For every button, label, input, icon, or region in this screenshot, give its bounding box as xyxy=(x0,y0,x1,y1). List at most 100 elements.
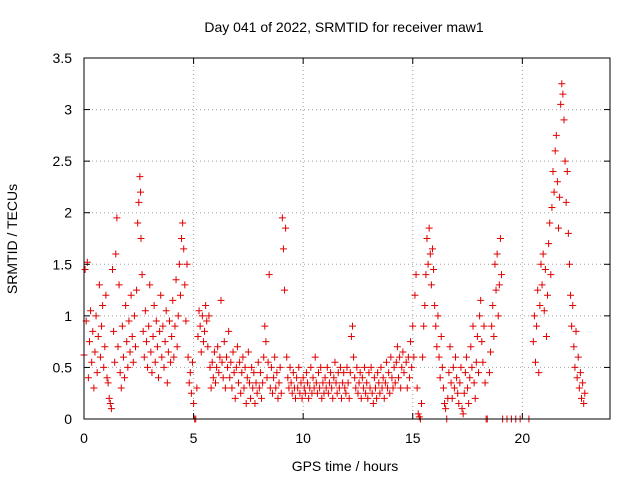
data-point xyxy=(573,374,581,382)
data-point xyxy=(235,379,243,387)
data-point xyxy=(190,400,198,408)
data-point xyxy=(467,343,475,351)
data-point xyxy=(165,317,173,325)
data-point xyxy=(494,312,502,320)
data-point xyxy=(423,235,431,242)
data-point xyxy=(491,260,499,268)
data-point xyxy=(219,374,227,382)
data-point xyxy=(533,322,541,330)
x-tick-label: 10 xyxy=(295,430,311,446)
data-point xyxy=(87,307,95,315)
data-point xyxy=(180,245,188,253)
data-point xyxy=(128,332,136,340)
data-point xyxy=(351,374,359,382)
data-point xyxy=(327,369,335,377)
data-point xyxy=(374,369,382,377)
data-point xyxy=(277,389,285,397)
data-point xyxy=(130,312,138,320)
data-point xyxy=(554,224,562,232)
data-point xyxy=(188,358,196,366)
data-point xyxy=(281,286,289,294)
data-point xyxy=(185,379,193,387)
data-point xyxy=(106,400,114,408)
data-point xyxy=(333,389,341,397)
data-point xyxy=(94,332,102,340)
data-point xyxy=(433,343,441,351)
data-point xyxy=(258,394,266,402)
data-point xyxy=(228,384,236,392)
data-point xyxy=(156,327,164,335)
data-point xyxy=(299,374,307,382)
data-point xyxy=(580,400,588,408)
data-point xyxy=(195,307,203,315)
data-point xyxy=(214,343,222,351)
data-point xyxy=(213,363,221,371)
data-point xyxy=(229,348,237,356)
data-point xyxy=(537,260,545,268)
data-point xyxy=(424,260,432,268)
data-point xyxy=(453,374,461,382)
data-point xyxy=(408,363,416,371)
data-point xyxy=(434,312,442,320)
data-point xyxy=(274,394,282,402)
data-point xyxy=(161,338,169,346)
x-tick-label: 5 xyxy=(190,430,198,446)
x-axis-title: GPS time / hours xyxy=(292,458,399,474)
data-point xyxy=(536,302,544,310)
data-point xyxy=(171,322,179,330)
data-point xyxy=(534,286,542,294)
data-point xyxy=(207,384,215,392)
data-point xyxy=(247,394,255,402)
data-point xyxy=(276,363,284,371)
data-point xyxy=(446,343,454,351)
data-point xyxy=(279,245,287,253)
data-point xyxy=(240,384,248,392)
data-point xyxy=(432,322,440,330)
data-point xyxy=(459,410,467,418)
data-point xyxy=(560,116,568,124)
data-point xyxy=(293,374,301,382)
data-point xyxy=(111,358,119,366)
data-point xyxy=(137,188,145,196)
data-point xyxy=(387,353,395,361)
data-point xyxy=(329,394,337,402)
data-point xyxy=(98,322,106,330)
data-point xyxy=(437,332,445,340)
data-point xyxy=(242,400,250,408)
data-point xyxy=(152,317,160,325)
data-point xyxy=(84,374,92,382)
data-point xyxy=(93,369,101,377)
data-point xyxy=(418,400,426,408)
data-point xyxy=(458,405,466,413)
data-point xyxy=(136,173,144,181)
data-point xyxy=(476,312,484,320)
data-point xyxy=(422,271,430,279)
data-point xyxy=(263,374,271,382)
data-point xyxy=(150,302,158,310)
data-point xyxy=(480,322,488,330)
data-point xyxy=(270,374,278,382)
data-point xyxy=(492,286,500,294)
data-point xyxy=(123,338,131,346)
data-point xyxy=(227,358,235,366)
data-point xyxy=(556,193,564,201)
data-point xyxy=(225,327,233,335)
data-point xyxy=(348,322,356,330)
data-point xyxy=(184,353,192,361)
data-point xyxy=(390,363,398,371)
data-point xyxy=(475,369,482,377)
data-point xyxy=(547,271,555,279)
data-point xyxy=(202,302,210,310)
data-point xyxy=(321,374,329,382)
data-point xyxy=(108,265,116,273)
data-point xyxy=(481,379,489,387)
data-point xyxy=(178,235,186,242)
data-point xyxy=(414,410,422,418)
data-point xyxy=(196,322,204,330)
data-point xyxy=(575,384,583,392)
data-point xyxy=(550,188,558,196)
data-point xyxy=(271,353,279,361)
data-point xyxy=(96,353,104,361)
data-point xyxy=(160,363,168,371)
data-point xyxy=(218,358,226,366)
